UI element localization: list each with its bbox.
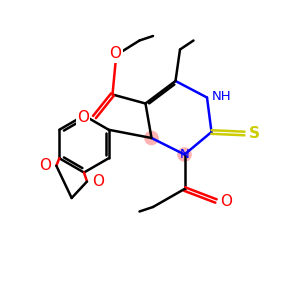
Text: S: S [249,126,260,141]
Text: O: O [110,46,122,62]
Text: O: O [77,110,89,124]
Circle shape [145,131,158,145]
Text: N: N [180,148,189,161]
Text: O: O [92,174,104,189]
Text: O: O [39,158,51,173]
Text: NH: NH [212,89,231,103]
Text: O: O [220,194,232,208]
Circle shape [178,148,191,161]
